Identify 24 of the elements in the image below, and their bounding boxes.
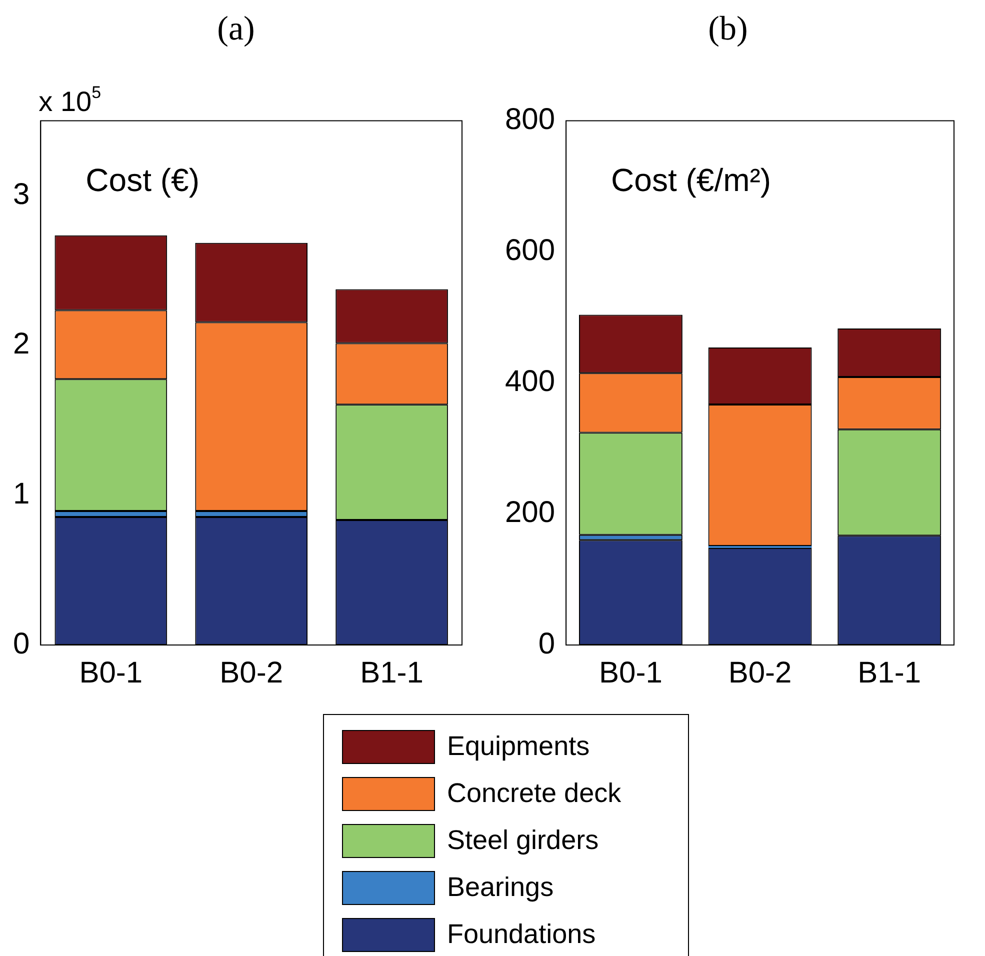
y-tick-label: 0: [12, 627, 30, 660]
chart-title: (b): [708, 10, 748, 48]
legend-label: Bearings: [447, 872, 554, 903]
x-tick-label: B0-1: [79, 656, 143, 690]
y-tick-label: 2: [12, 328, 30, 361]
y-tick-label: 600: [504, 234, 556, 268]
x-tick-label: B1-1: [360, 656, 424, 690]
annotation: Cost (€): [86, 162, 200, 198]
y-tick-label: 200: [504, 496, 556, 530]
y-tick-label: 400: [504, 365, 556, 398]
y-tick-label: 3: [12, 178, 30, 211]
annotation: Cost (€/m²): [611, 162, 772, 198]
chart-title: (a): [217, 10, 255, 48]
legend-label: Equipments: [447, 731, 590, 762]
legend-label: Foundations: [447, 919, 596, 950]
legend-label: Steel girders: [447, 825, 599, 856]
x-tick-label: B0-2: [220, 656, 284, 690]
x-tick-label: B0-1: [599, 656, 662, 690]
legend-label: Concrete deck: [447, 778, 622, 809]
y-tick-label: 0: [538, 627, 556, 660]
y-tick-label: 1: [12, 477, 30, 510]
y-tick-label: 800: [504, 103, 556, 136]
x-tick-label: B1-1: [858, 656, 922, 690]
x-tick-label: B0-2: [728, 656, 792, 690]
